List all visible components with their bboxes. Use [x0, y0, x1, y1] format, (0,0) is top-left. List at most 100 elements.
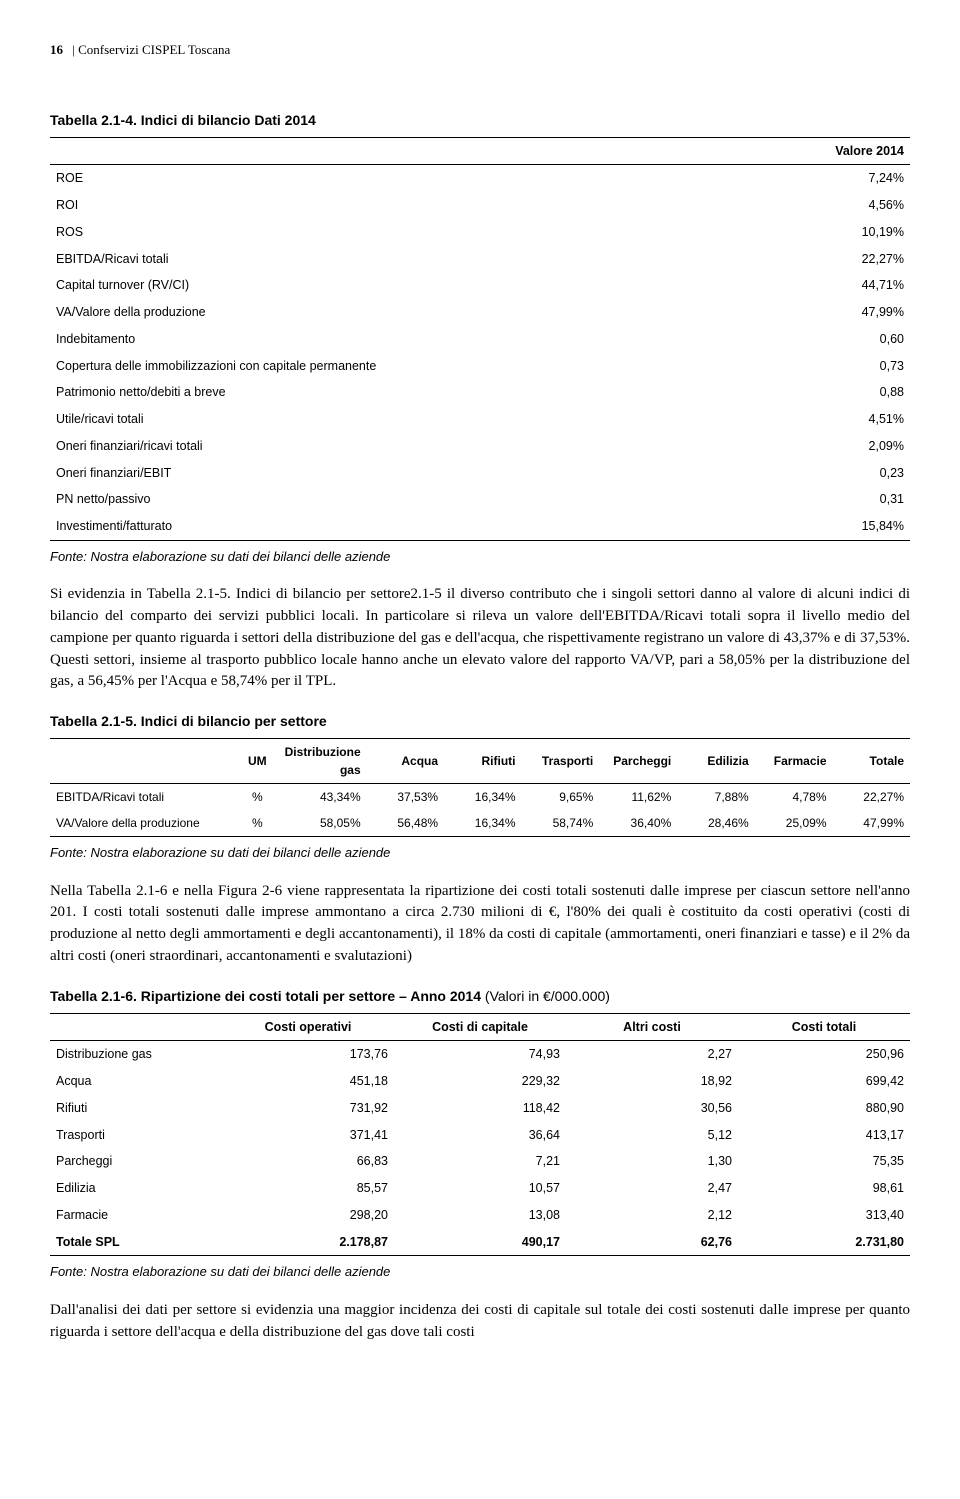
cell-value: 2,12 [566, 1202, 738, 1229]
row-label: VA/Valore della produzione [50, 810, 236, 837]
table2-fonte: Fonte: Nostra elaborazione su dati dei b… [50, 843, 910, 863]
cell-value: 9,65% [522, 784, 600, 811]
table-row: EBITDA/Ricavi totali%43,34%37,53%16,34%9… [50, 784, 910, 811]
table-row: Parcheggi66,837,211,3075,35 [50, 1148, 910, 1175]
row-label: Copertura delle immobilizzazioni con cap… [50, 353, 652, 380]
table-row: Oneri finanziari/EBIT0,23 [50, 460, 910, 487]
table-row: Copertura delle immobilizzazioni con cap… [50, 353, 910, 380]
cell-value: 58,05% [279, 810, 367, 837]
cell-value: 413,17 [738, 1122, 910, 1149]
column-header: Distribuzionegas [279, 739, 367, 784]
row-label: Totale SPL [50, 1229, 222, 1256]
table1-header-col: Valore 2014 [652, 137, 910, 165]
column-header: Rifiuti [444, 739, 521, 784]
cell-value: 98,61 [738, 1175, 910, 1202]
table-row: Rifiuti731,92118,4230,56880,90 [50, 1095, 910, 1122]
table-row: PN netto/passivo0,31 [50, 486, 910, 513]
table3-title: Tabella 2.1-6. Ripartizione dei costi to… [50, 986, 910, 1007]
table-row: Investimenti/fatturato15,84% [50, 513, 910, 540]
table3-fonte: Fonte: Nostra elaborazione su dati dei b… [50, 1262, 910, 1282]
row-label: Edilizia [50, 1175, 222, 1202]
row-um: % [236, 810, 279, 837]
paragraph-1: Si evidenzia in Tabella 2.1-5. Indici di… [50, 584, 910, 693]
row-label: EBITDA/Ricavi totali [50, 246, 652, 273]
cell-value: 66,83 [222, 1148, 394, 1175]
cell-value: 7,88% [677, 784, 754, 811]
table-row: ROI4,56% [50, 192, 910, 219]
header-org: Confservizi CISPEL Toscana [78, 42, 230, 57]
table-row: Utile/ricavi totali4,51% [50, 406, 910, 433]
cell-value: 85,57 [222, 1175, 394, 1202]
table-row: ROE7,24% [50, 165, 910, 192]
table1-title: Tabella 2.1-4. Indici di bilancio Dati 2… [50, 110, 910, 131]
cell-value: 490,17 [394, 1229, 566, 1256]
row-label: Investimenti/fatturato [50, 513, 652, 540]
column-header: Costi di capitale [394, 1013, 566, 1041]
cell-value: 880,90 [738, 1095, 910, 1122]
cell-value: 10,57 [394, 1175, 566, 1202]
column-header: Costi operativi [222, 1013, 394, 1041]
table-row: Farmacie298,2013,082,12313,40 [50, 1202, 910, 1229]
row-label: Parcheggi [50, 1148, 222, 1175]
column-header: Farmacie [755, 739, 833, 784]
row-value: 0,23 [652, 460, 910, 487]
table-row: Patrimonio netto/debiti a breve0,88 [50, 379, 910, 406]
row-value: 47,99% [652, 299, 910, 326]
column-header: Trasporti [522, 739, 600, 784]
cell-value: 5,12 [566, 1122, 738, 1149]
header-divider: | [72, 42, 75, 57]
cell-value: 371,41 [222, 1122, 394, 1149]
table-row: Indebitamento0,60 [50, 326, 910, 353]
table-row: VA/Valore della produzione47,99% [50, 299, 910, 326]
table-row: Capital turnover (RV/CI)44,71% [50, 272, 910, 299]
cell-value: 47,99% [833, 810, 911, 837]
column-header: Parcheggi [599, 739, 677, 784]
cell-value: 7,21 [394, 1148, 566, 1175]
row-label: Oneri finanziari/EBIT [50, 460, 652, 487]
cell-value: 2,27 [566, 1041, 738, 1068]
cell-value: 2,47 [566, 1175, 738, 1202]
cell-value: 62,76 [566, 1229, 738, 1256]
row-value: 4,56% [652, 192, 910, 219]
row-value: 22,27% [652, 246, 910, 273]
column-header: Altri costi [566, 1013, 738, 1041]
row-label: Oneri finanziari/ricavi totali [50, 433, 652, 460]
table1: Valore 2014 ROE7,24%ROI4,56%ROS10,19%EBI… [50, 137, 910, 541]
page-number: 16 [50, 42, 63, 57]
cell-value: 43,34% [279, 784, 367, 811]
row-label: Farmacie [50, 1202, 222, 1229]
cell-value: 118,42 [394, 1095, 566, 1122]
cell-value: 16,34% [444, 810, 521, 837]
cell-value: 229,32 [394, 1068, 566, 1095]
cell-value: 37,53% [367, 784, 444, 811]
cell-value: 1,30 [566, 1148, 738, 1175]
paragraph-3: Dall'analisi dei dati per settore si evi… [50, 1300, 910, 1344]
column-header [50, 1013, 222, 1041]
cell-value: 36,40% [599, 810, 677, 837]
cell-value: 313,40 [738, 1202, 910, 1229]
row-value: 0,60 [652, 326, 910, 353]
row-label: ROI [50, 192, 652, 219]
table3-title-bold: Tabella 2.1-6. Ripartizione dei costi to… [50, 988, 481, 1004]
row-label: ROS [50, 219, 652, 246]
table-row: Totale SPL2.178,87490,1762,762.731,80 [50, 1229, 910, 1256]
cell-value: 173,76 [222, 1041, 394, 1068]
cell-value: 2.731,80 [738, 1229, 910, 1256]
row-value: 2,09% [652, 433, 910, 460]
cell-value: 11,62% [599, 784, 677, 811]
cell-value: 30,56 [566, 1095, 738, 1122]
column-header: Acqua [367, 739, 444, 784]
table-row: Trasporti371,4136,645,12413,17 [50, 1122, 910, 1149]
table3: Costi operativiCosti di capitaleAltri co… [50, 1013, 910, 1257]
row-label: VA/Valore della produzione [50, 299, 652, 326]
table1-fonte: Fonte: Nostra elaborazione su dati dei b… [50, 547, 910, 567]
page-header: 16 | Confservizi CISPEL Toscana [50, 40, 910, 60]
cell-value: 28,46% [677, 810, 754, 837]
paragraph-2: Nella Tabella 2.1-6 e nella Figura 2-6 v… [50, 881, 910, 968]
cell-value: 451,18 [222, 1068, 394, 1095]
row-label: EBITDA/Ricavi totali [50, 784, 236, 811]
table-row: Oneri finanziari/ricavi totali2,09% [50, 433, 910, 460]
row-label: Trasporti [50, 1122, 222, 1149]
cell-value: 74,93 [394, 1041, 566, 1068]
cell-value: 16,34% [444, 784, 521, 811]
